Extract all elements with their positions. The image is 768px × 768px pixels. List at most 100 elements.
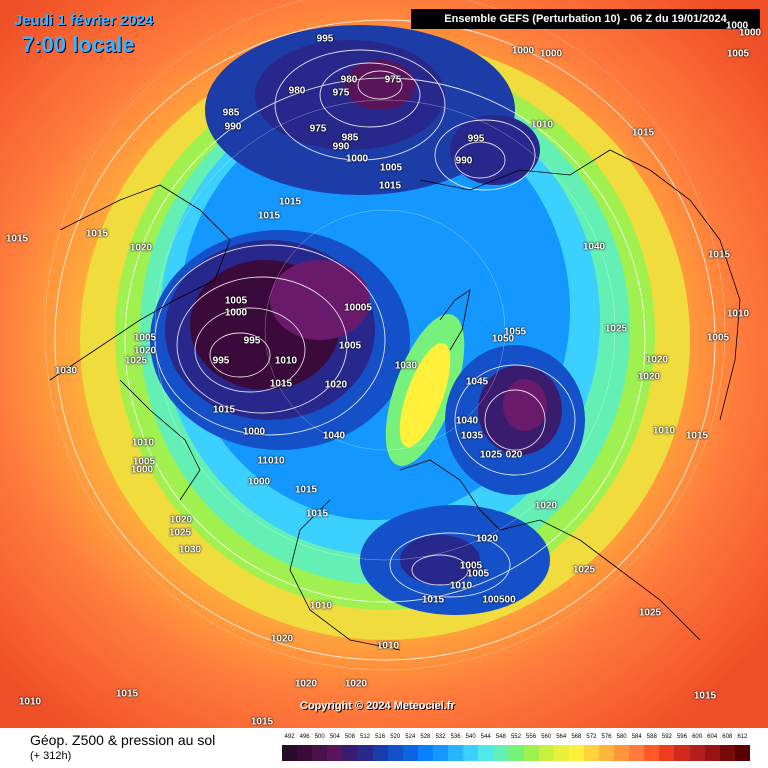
pressure-label: 1040	[582, 241, 606, 253]
legend-swatch	[719, 745, 735, 761]
pressure-label: 1030	[178, 544, 202, 556]
pressure-label: 1015	[257, 210, 281, 222]
pressure-label: 1015	[250, 716, 274, 728]
legend-swatch	[704, 745, 720, 761]
run-banner: Ensemble GEFS (Perturbation 10) - 06 Z d…	[411, 9, 760, 29]
legend-tick-label: 552	[510, 734, 521, 740]
legend-tick-label: 612	[737, 734, 748, 740]
pressure-label: 1010	[376, 640, 400, 652]
legend-tick-label: 504	[329, 734, 340, 740]
pressure-label: 995	[316, 33, 334, 45]
copyright: Copyright © 2024 Meteociel.fr	[300, 700, 455, 712]
forecast-lead-time: (+ 312h)	[30, 750, 72, 762]
geopotential-field	[0, 0, 768, 728]
pressure-label: 1015	[693, 690, 717, 702]
pressure-label: 1020	[270, 633, 294, 645]
eastern-low-core	[503, 379, 547, 431]
forecast-date: Jeudi 1 février 2024	[14, 12, 154, 29]
legend-tick-label: 568	[571, 734, 582, 740]
legend-swatch	[297, 745, 313, 761]
legend-tick-label: 500	[314, 734, 325, 740]
pressure-label: 1015	[269, 378, 293, 390]
pressure-label: 1025	[479, 449, 503, 461]
pressure-label: 100500	[482, 594, 516, 606]
pressure-label: 1015	[707, 249, 731, 261]
pressure-label: 1040	[322, 430, 346, 442]
pressure-label: 020	[505, 449, 523, 461]
legend-swatch	[614, 745, 630, 761]
pressure-label: 1035	[460, 430, 484, 442]
pressure-label: 1010	[18, 696, 42, 708]
pressure-label: 1005	[379, 162, 403, 174]
legend-swatch	[553, 745, 569, 761]
legend-swatch	[508, 745, 524, 761]
pressure-label: 11010	[257, 455, 285, 467]
pressure-label: 1015	[115, 688, 139, 700]
pressure-label: 1020	[294, 678, 318, 690]
legend-swatch	[629, 745, 645, 761]
pressure-label: 1015	[421, 594, 445, 606]
ridge-yellow	[399, 342, 451, 448]
pressure-label: 995	[467, 133, 485, 145]
northeast-low	[450, 115, 540, 185]
pressure-label: 1000	[511, 45, 535, 57]
pressure-label: 985	[341, 132, 359, 144]
legend-swatch	[523, 745, 539, 761]
legend-swatch	[402, 745, 418, 761]
legend-tick-label: 572	[586, 734, 597, 740]
legend-swatch	[282, 745, 298, 761]
legend-swatch	[342, 745, 358, 761]
legend-swatch	[387, 745, 403, 761]
pressure-label: 1000	[224, 307, 248, 319]
pressure-label: 1005	[338, 340, 362, 352]
pressure-label: 1010	[652, 425, 676, 437]
legend-tick-label: 592	[661, 734, 672, 740]
pressure-label: 1015	[212, 404, 236, 416]
pressure-label: 1005	[706, 332, 730, 344]
pressure-label: 1020	[324, 379, 348, 391]
legend-swatch	[478, 745, 494, 761]
pressure-label: 1010	[274, 355, 298, 367]
pressure-label: 1015	[278, 196, 302, 208]
pressure-label: 1015	[685, 430, 709, 442]
pressure-label: 1000	[345, 153, 369, 165]
legend-swatch	[463, 745, 479, 761]
legend-tick-label: 604	[707, 734, 718, 740]
pressure-label: 985	[222, 107, 240, 119]
pressure-label: 1010	[726, 308, 750, 320]
pressure-label: 1005	[224, 295, 248, 307]
pressure-label: 1005	[466, 568, 490, 580]
pressure-label: 1000	[725, 20, 749, 32]
pressure-label: 1025	[124, 355, 148, 367]
coastlines	[49, 149, 741, 651]
legend-tick-label: 508	[344, 734, 355, 740]
pressure-label: 1015	[305, 508, 329, 520]
pressure-label: 1000	[539, 48, 563, 60]
pressure-label: 1020	[129, 242, 153, 254]
pressure-label: 975	[309, 123, 327, 135]
pressure-label: 1010	[449, 580, 473, 592]
legend-swatch	[674, 745, 690, 761]
pressure-label: 1030	[54, 365, 78, 377]
pressure-label: 1020	[133, 345, 157, 357]
pressure-label: 1010	[131, 437, 155, 449]
legend-swatch	[583, 745, 599, 761]
legend-tick-label: 496	[299, 734, 310, 740]
pressure-label: 1010	[309, 600, 333, 612]
pressure-label: 995	[243, 335, 261, 347]
pressure-label: 1000	[247, 476, 271, 488]
legend-tick-label: 576	[601, 734, 612, 740]
pressure-label: 1025	[168, 527, 192, 539]
pressure-label: 1055	[503, 326, 527, 338]
legend-tick-label: 596	[676, 734, 687, 740]
legend-swatch	[689, 745, 705, 761]
pressure-label: 1040	[455, 415, 479, 427]
pressure-label: 1025	[604, 323, 628, 335]
legend-tick-label: 564	[556, 734, 567, 740]
legend-tick-label: 512	[360, 734, 371, 740]
color-scale-bar	[282, 745, 750, 761]
map-title: Géop. Z500 & pression au sol	[30, 732, 216, 748]
vortex-lobe	[270, 260, 370, 340]
weather-map: Jeudi 1 février 2024 7:00 locale Ensembl…	[0, 0, 768, 728]
pressure-label: 1025	[572, 564, 596, 576]
